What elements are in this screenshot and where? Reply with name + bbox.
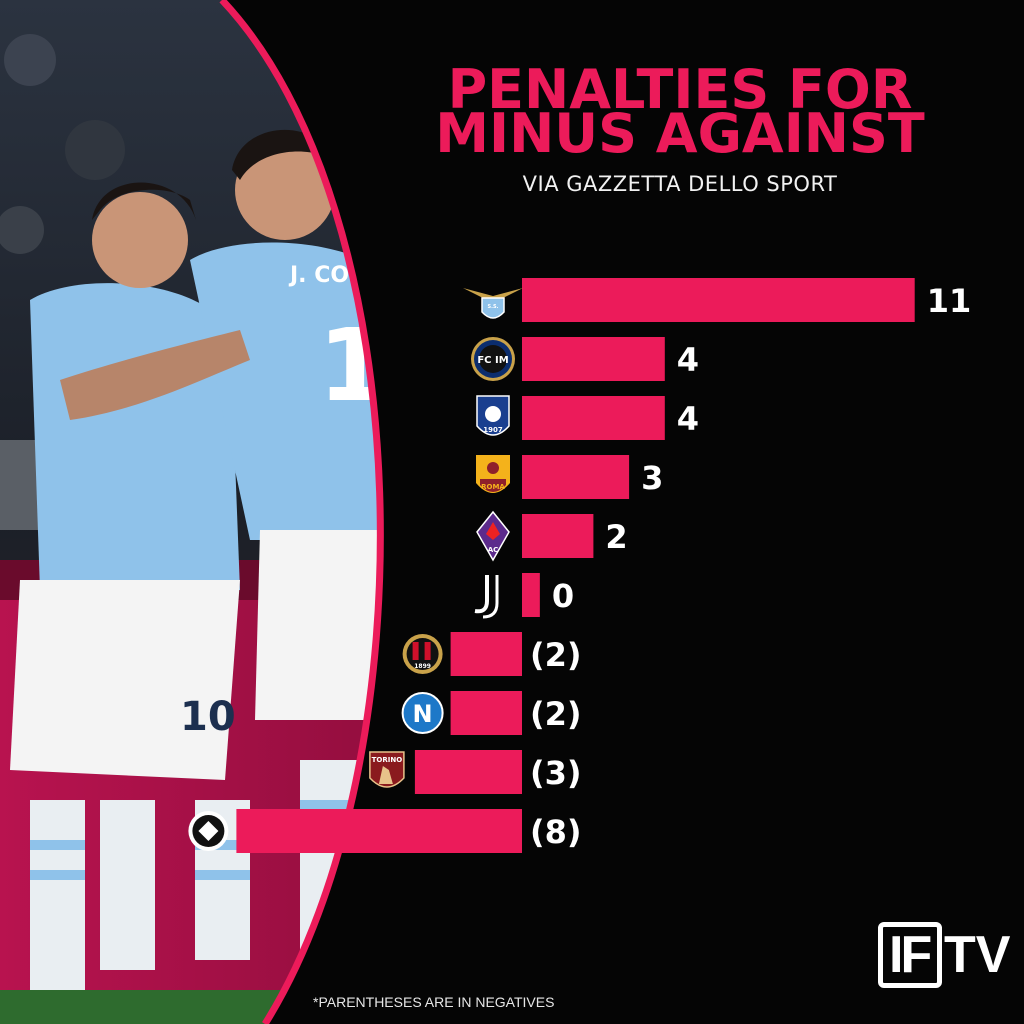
value-label-milan: (2): [530, 636, 582, 674]
value-label-inter: 4: [677, 341, 699, 379]
iftv-logo-box: IF: [878, 922, 942, 988]
svg-text:1899: 1899: [414, 663, 431, 670]
svg-text:FC IM: FC IM: [477, 355, 508, 366]
inter-crest-icon: FC IM: [471, 337, 515, 381]
value-label-napoli: (2): [530, 695, 582, 733]
value-label-juventus: 0: [552, 577, 574, 615]
bar-atalanta: [522, 396, 665, 440]
value-label-lazio: 11: [927, 282, 972, 320]
bar-lazio: [522, 278, 915, 322]
bar-roma: [522, 455, 630, 499]
torino-crest-icon: TORINO: [369, 751, 405, 788]
bar-milan: [450, 632, 522, 676]
shorts-number-left: 10: [180, 694, 236, 740]
bar-torino: [414, 750, 522, 794]
chart-title-line-2: MINUS AGAINST: [435, 102, 925, 165]
pink-curve-border: [219, 0, 384, 1024]
bar-udinese: [236, 809, 522, 853]
footnote: *PARENTHESES ARE IN NEGATIVES: [313, 994, 555, 1010]
bar-fiorentina: [522, 514, 594, 558]
roma-crest-icon: ROMA: [476, 455, 510, 493]
value-label-atalanta: 4: [677, 400, 699, 438]
napoli-crest-icon: N: [401, 692, 444, 734]
bar-inter: [522, 337, 665, 381]
svg-text:1907: 1907: [483, 426, 503, 434]
value-label-fiorentina: 2: [605, 518, 627, 556]
bar-napoli: [450, 691, 522, 735]
value-label-udinese: (8): [530, 813, 582, 851]
fiorentina-crest-icon: AC: [476, 510, 510, 562]
iftv-logo: IF TV: [878, 918, 1010, 992]
milan-crest-icon: 1899: [402, 634, 443, 674]
lazio-crest-icon: S.S.: [463, 288, 523, 319]
atalanta-crest-icon: 1907: [476, 395, 510, 436]
svg-text:ROMA: ROMA: [481, 483, 505, 491]
value-label-torino: (3): [530, 754, 582, 792]
bar-juventus: [522, 573, 540, 617]
udinese-crest-icon: [188, 811, 229, 851]
chart-subtitle: VIA GAZZETTA DELLO SPORT: [522, 172, 838, 196]
svg-text:TORINO: TORINO: [372, 756, 403, 764]
juventus-crest-icon: [474, 575, 499, 619]
value-label-roma: 3: [641, 459, 663, 497]
svg-text:S.S.: S.S.: [487, 304, 498, 310]
iftv-logo-rest: TV: [944, 926, 1011, 984]
svg-text:AC: AC: [488, 546, 499, 554]
svg-text:N: N: [413, 700, 433, 728]
chart-title-line-1: PENALTIES FOR: [447, 58, 913, 121]
